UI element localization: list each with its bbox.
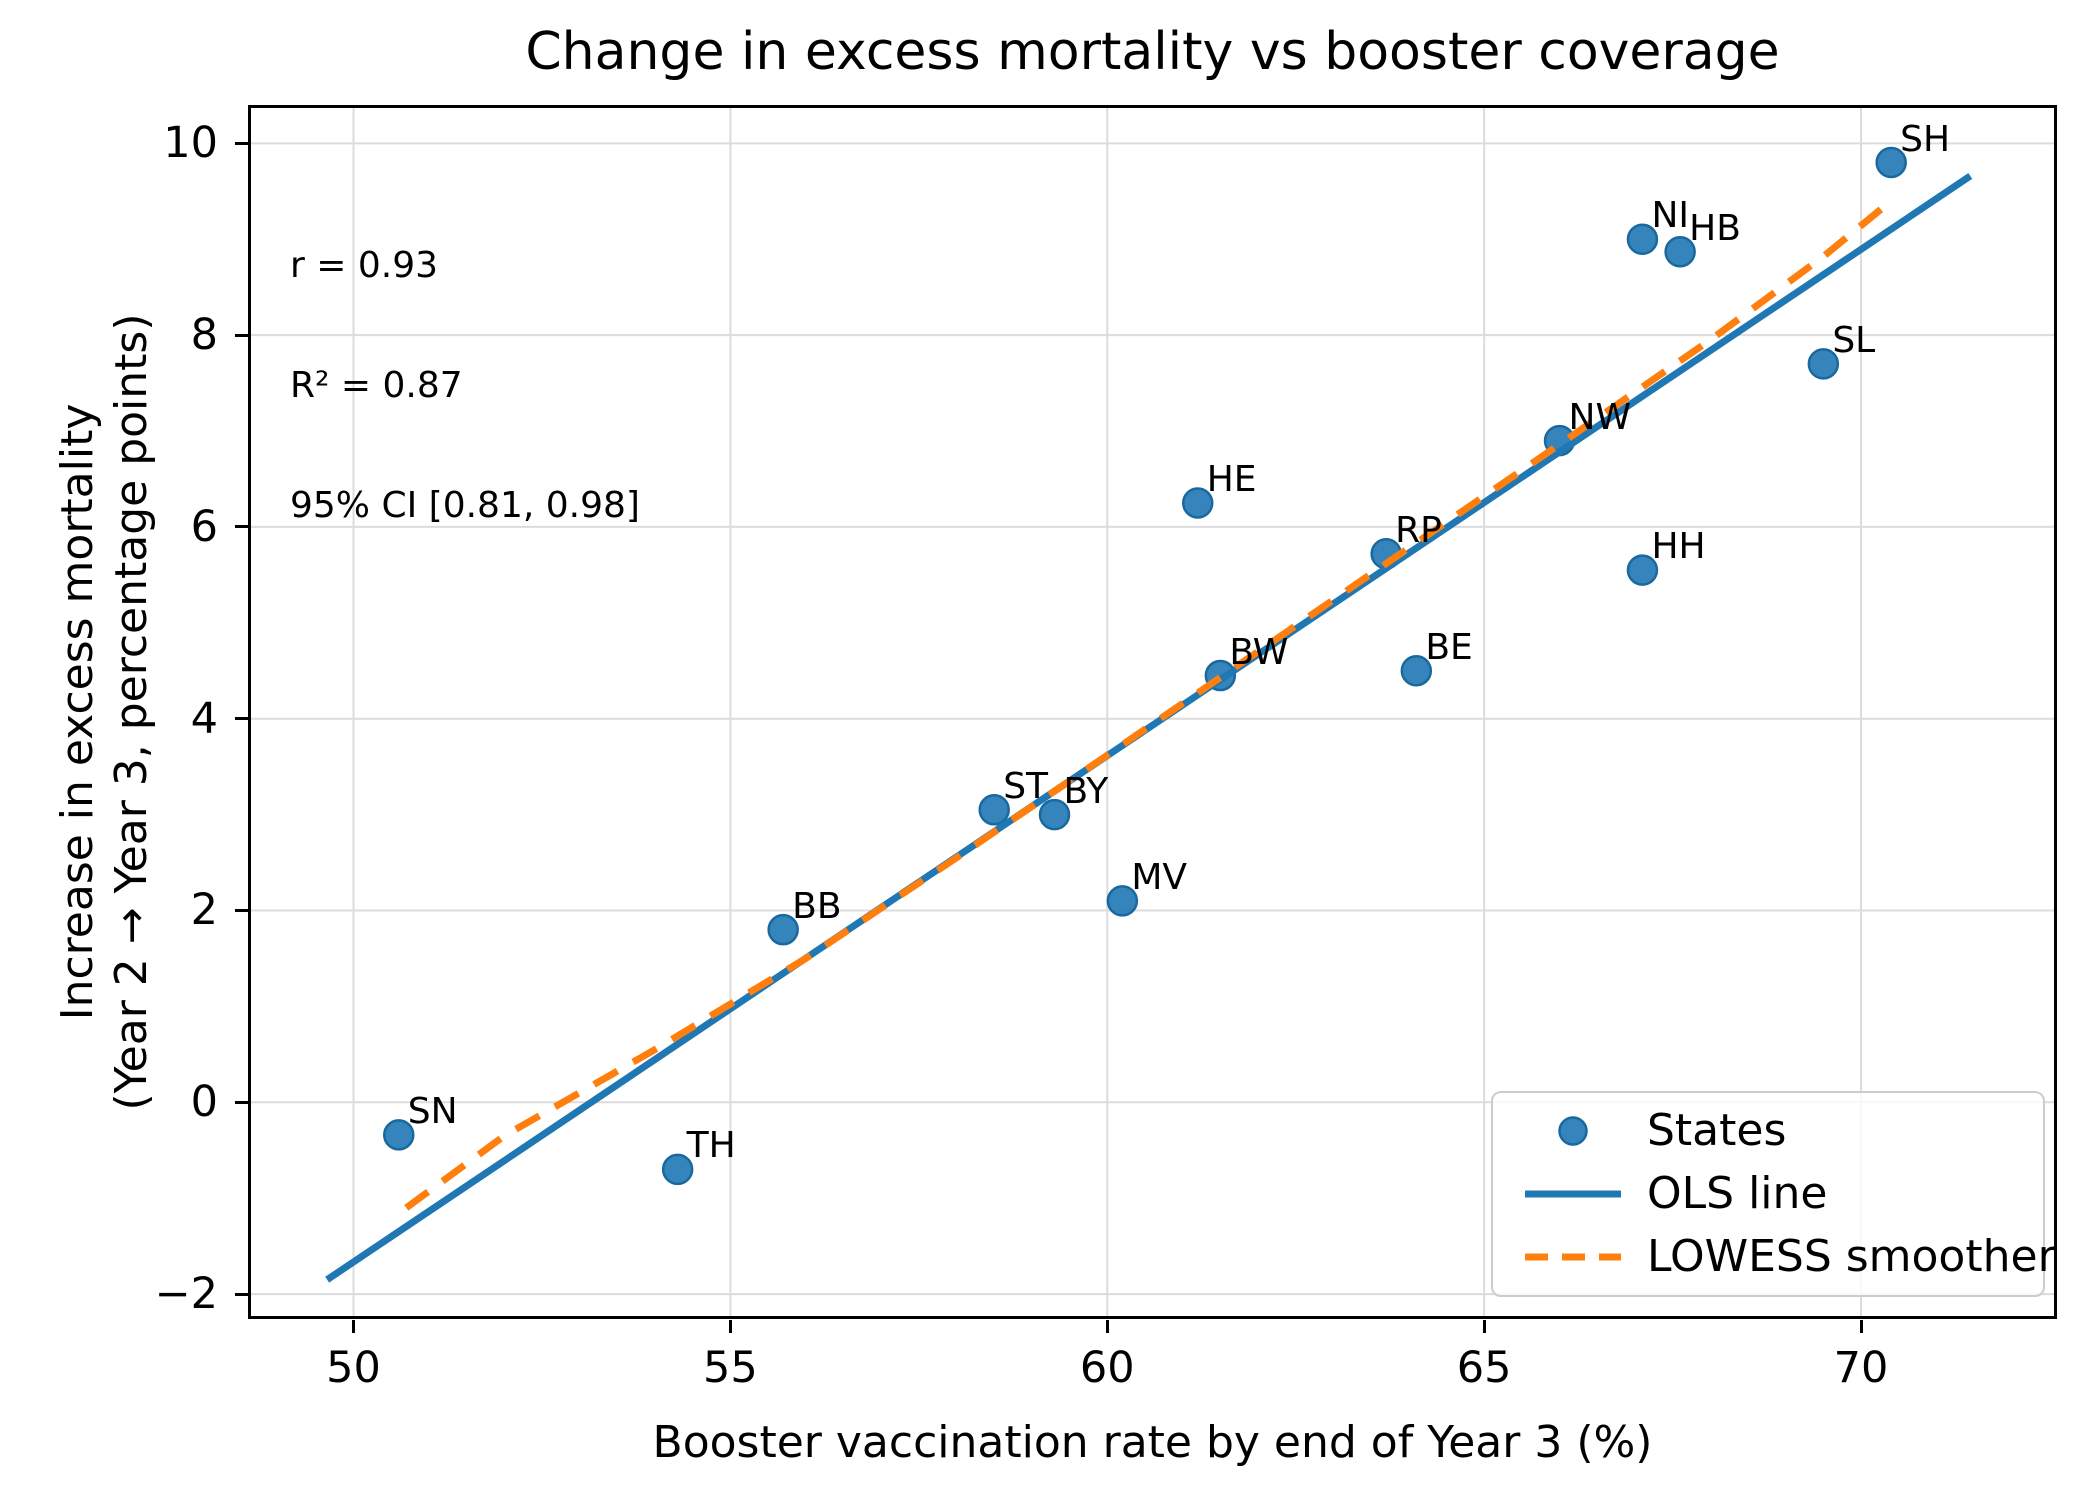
point-label-MV: MV <box>1131 856 1188 898</box>
point-label-BB: BB <box>792 885 842 927</box>
point-label-NW: NW <box>1568 396 1632 438</box>
legend-marker-icon <box>1513 1113 1633 1149</box>
y-tick-label-10: 10 <box>163 118 218 169</box>
legend-item-ols-line: OLS line <box>1493 1163 2043 1226</box>
legend-label: States <box>1647 1105 1787 1156</box>
y-tick-10 <box>235 141 248 145</box>
point-label-ST: ST <box>1003 765 1049 807</box>
y-tick-4 <box>235 717 248 721</box>
stats-annotation: r = 0.93 R² = 0.87 95% CI [0.81, 0.98] <box>290 166 640 606</box>
point-label-HB: HB <box>1689 207 1741 249</box>
scatter-point-HH <box>1626 554 1659 586</box>
point-label-HH: HH <box>1651 526 1706 568</box>
stats-line-ci: 95% CI [0.81, 0.98] <box>290 485 640 526</box>
x-tick-label-55: 55 <box>703 1343 758 1393</box>
y-tick-6 <box>235 525 248 529</box>
point-label-NI: NI <box>1651 195 1689 237</box>
lowess-line <box>404 198 1894 1211</box>
y-tick-label-4: 4 <box>190 693 218 744</box>
x-tick-label-65: 65 <box>1456 1343 1512 1393</box>
chart-canvas <box>248 105 2057 1319</box>
stats-line-r: r = 0.93 <box>290 245 439 286</box>
legend-item-states: States <box>1493 1100 2043 1163</box>
y-tick-label-8: 8 <box>190 310 218 361</box>
scatter-point-SH <box>1875 146 1907 179</box>
scatter-point-SN <box>383 1119 415 1151</box>
scatter-point-HE <box>1181 487 1214 519</box>
plot-area <box>248 105 2057 1319</box>
x-tick-70 <box>1859 1320 1863 1333</box>
point-label-BE: BE <box>1425 626 1473 668</box>
x-axis-label: Booster vaccination rate by end of Year … <box>652 1417 1653 1468</box>
scatter-point-MV <box>1106 885 1139 917</box>
y-tick-0 <box>235 1100 248 1104</box>
x-tick-60 <box>1105 1320 1109 1333</box>
x-tick-label-60: 60 <box>1079 1343 1135 1393</box>
x-tick-label-70: 70 <box>1833 1343 1889 1393</box>
y-tick-label--2: −2 <box>154 1269 218 1320</box>
scatter-point-ST <box>978 794 1010 826</box>
legend-solid-line-icon <box>1513 1176 1633 1212</box>
legend: States OLS line LOWESS smoother <box>1491 1091 2056 1297</box>
point-label-SN: SN <box>407 1090 458 1132</box>
x-tick-50 <box>352 1320 356 1333</box>
scatter-point-BE <box>1400 655 1433 687</box>
x-tick-label-50: 50 <box>326 1343 381 1393</box>
legend-label: OLS line <box>1647 1168 1828 1219</box>
scatter-point-NI <box>1626 223 1659 255</box>
y-tick-8 <box>235 333 248 337</box>
point-label-BY: BY <box>1063 770 1109 812</box>
legend-dashed-line-icon <box>1513 1239 1633 1275</box>
y-tick--2 <box>235 1292 248 1296</box>
point-label-SL: SL <box>1832 319 1876 361</box>
legend-label: LOWESS smoother <box>1647 1231 2056 1282</box>
scatter-point-BY <box>1038 798 1071 831</box>
scatter-point-HB <box>1664 235 1696 268</box>
y-tick-label-2: 2 <box>190 885 218 936</box>
legend-item-lowess-smoother: LOWESS smoother <box>1493 1226 2056 1289</box>
chart-title: Change in excess mortality vs booster co… <box>525 22 1780 82</box>
point-label-HE: HE <box>1206 458 1257 500</box>
scatter-point-SL <box>1807 348 1840 380</box>
stats-line-r2: R² = 0.87 <box>290 365 463 406</box>
scatter-point-TH <box>661 1153 694 1186</box>
x-tick-55 <box>728 1320 732 1333</box>
point-label-TH: TH <box>686 1125 736 1167</box>
scatter-point-BB <box>767 913 799 946</box>
point-label-SH: SH <box>1900 118 1951 160</box>
ols-line <box>325 173 1973 1283</box>
point-label-RP: RP <box>1395 509 1442 551</box>
x-tick-65 <box>1482 1320 1486 1333</box>
point-label-BW: BW <box>1229 631 1289 673</box>
y-tick-label-6: 6 <box>190 501 218 552</box>
y-tick-2 <box>235 908 248 912</box>
plot-spines <box>248 105 2057 1319</box>
y-tick-label-0: 0 <box>190 1077 218 1128</box>
